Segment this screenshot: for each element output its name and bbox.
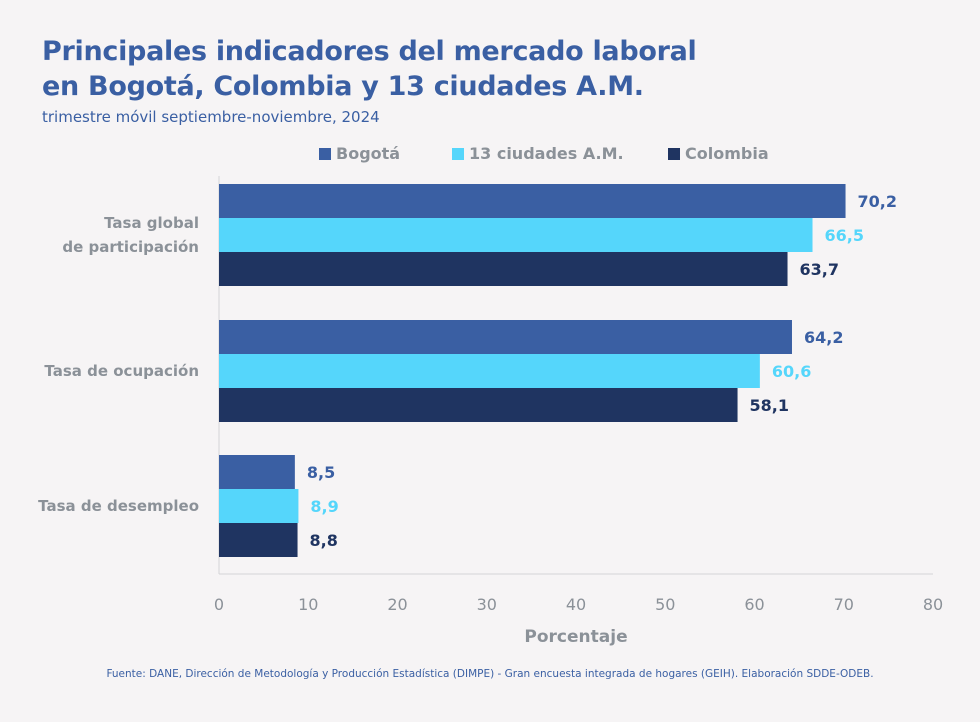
legend-swatch-bogota xyxy=(319,147,331,160)
chart-title-line-1: Principales indicadores del mercado labo… xyxy=(42,36,697,67)
data-label: 60,6 xyxy=(772,362,811,381)
x-tick-label: 10 xyxy=(298,595,318,614)
x-tick-label: 0 xyxy=(214,595,224,614)
data-label: 70,2 xyxy=(858,192,897,211)
data-label: 63,7 xyxy=(800,260,839,279)
legend-label-13-ciudades: 13 ciudades A.M. xyxy=(469,144,624,163)
bar xyxy=(219,455,295,489)
data-label: 64,2 xyxy=(804,328,843,347)
bar xyxy=(219,252,788,286)
x-tick-label: 60 xyxy=(744,595,764,614)
x-tick-label: 20 xyxy=(387,595,407,614)
chart-title-line-2: en Bogotá, Colombia y 13 ciudades A.M. xyxy=(42,71,644,102)
data-label: 8,9 xyxy=(310,497,338,516)
x-tick-label: 80 xyxy=(923,595,943,614)
x-tick-label: 30 xyxy=(477,595,497,614)
data-label: 8,5 xyxy=(307,463,335,482)
bar xyxy=(219,184,846,218)
category-label: Tasa global xyxy=(104,214,199,232)
bar xyxy=(219,354,760,388)
bar xyxy=(219,489,299,523)
legend: Bogotá 13 ciudades A.M. Colombia xyxy=(0,144,980,166)
bar xyxy=(219,523,298,557)
bar xyxy=(219,320,792,354)
x-axis-title: Porcentaje xyxy=(524,627,627,647)
bar xyxy=(219,218,813,252)
chart-subtitle: trimestre móvil septiembre-noviembre, 20… xyxy=(42,108,380,126)
legend-item-13-ciudades: 13 ciudades A.M. xyxy=(452,144,624,163)
legend-swatch-13-ciudades xyxy=(452,147,464,160)
source-note: Fuente: DANE, Dirección de Metodología y… xyxy=(106,668,874,680)
x-tick-label: 50 xyxy=(655,595,675,614)
bar xyxy=(219,388,738,422)
data-label: 58,1 xyxy=(750,396,789,415)
legend-label-bogota: Bogotá xyxy=(336,144,401,163)
category-label: de participación xyxy=(62,238,199,256)
category-label: Tasa de desempleo xyxy=(38,497,199,515)
legend-swatch-colombia xyxy=(668,147,680,160)
legend-label-colombia: Colombia xyxy=(685,144,769,163)
data-label: 66,5 xyxy=(825,226,864,245)
x-tick-label: 70 xyxy=(834,595,854,614)
x-tick-label: 40 xyxy=(566,595,586,614)
legend-item-colombia: Colombia xyxy=(668,144,769,163)
category-label: Tasa de ocupación xyxy=(44,362,199,380)
chart-title: Principales indicadores del mercado labo… xyxy=(42,34,697,104)
legend-item-bogota: Bogotá xyxy=(319,144,400,163)
data-label: 8,8 xyxy=(310,531,338,550)
